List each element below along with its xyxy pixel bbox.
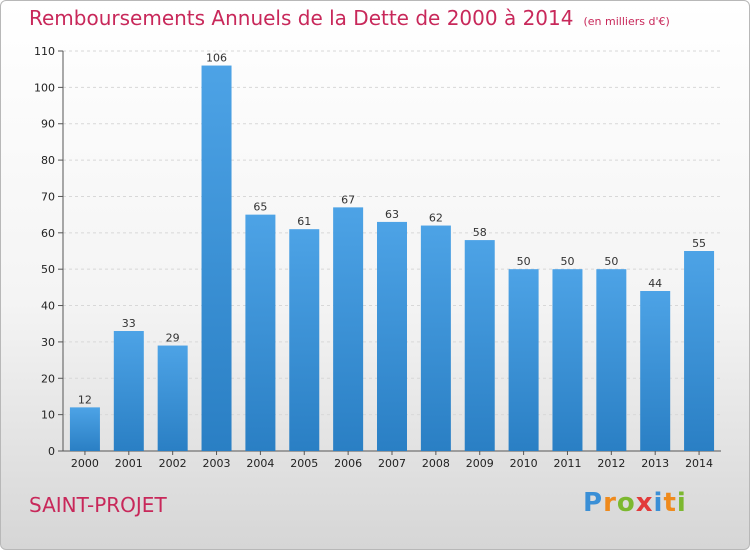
bar [333,207,364,451]
bar [464,240,495,451]
bar [377,221,407,451]
x-tick-label: 2013 [641,457,669,470]
x-tick-label: 2012 [597,457,625,470]
bar [420,225,451,451]
bar [596,269,627,451]
chart-title: Remboursements Annuels de la Dette de 20… [29,6,670,30]
y-tick-label: 90 [41,118,55,131]
data-label: 62 [429,212,443,225]
bar [201,65,232,451]
data-label: 61 [297,215,311,228]
bar [640,291,671,451]
y-tick-label: 60 [41,227,55,240]
brand-logo: Proxiti [583,488,687,518]
x-tick-label: 2003 [203,457,231,470]
data-label: 50 [517,255,531,268]
x-tick-label: 2014 [685,457,713,470]
data-label: 29 [166,332,180,345]
bar [113,331,144,451]
x-tick-label: 2009 [466,457,494,470]
y-tick-label: 50 [41,263,55,276]
commune-name: SAINT-PROJET [29,493,167,517]
x-tick-label: 2000 [71,457,99,470]
chart-title-text: Remboursements Annuels de la Dette de 20… [29,6,574,30]
x-tick-label: 2007 [378,457,406,470]
data-label: 33 [122,317,136,330]
bar [289,229,320,451]
y-tick-label: 80 [41,154,55,167]
data-label: 12 [78,393,92,406]
chart-subtitle: (en milliers d'€) [583,15,670,28]
bar [552,269,583,451]
x-tick-label: 2011 [553,457,581,470]
x-tick-label: 2004 [246,457,274,470]
y-tick-label: 0 [48,445,55,458]
bar [245,214,276,451]
data-label: 58 [473,226,487,239]
x-tick-label: 2006 [334,457,362,470]
data-label: 50 [560,255,574,268]
y-tick-label: 40 [41,300,55,313]
bar [69,407,100,451]
x-tick-label: 2010 [510,457,538,470]
bar [684,251,715,451]
data-label: 44 [648,277,662,290]
data-label: 50 [604,255,618,268]
bar [157,345,188,451]
x-tick-label: 2008 [422,457,450,470]
x-tick-label: 2001 [115,457,143,470]
y-tick-label: 70 [41,190,55,203]
x-tick-label: 2002 [159,457,187,470]
y-tick-label: 10 [41,409,55,422]
y-tick-label: 20 [41,372,55,385]
data-label: 67 [341,193,355,206]
data-label: 63 [385,208,399,221]
data-label: 106 [206,52,227,65]
x-tick-label: 2005 [290,457,318,470]
bar [508,269,539,451]
y-tick-label: 30 [41,336,55,349]
data-label: 55 [692,237,706,250]
data-label: 65 [253,201,267,214]
y-tick-label: 110 [34,45,55,58]
y-tick-label: 100 [34,81,55,94]
